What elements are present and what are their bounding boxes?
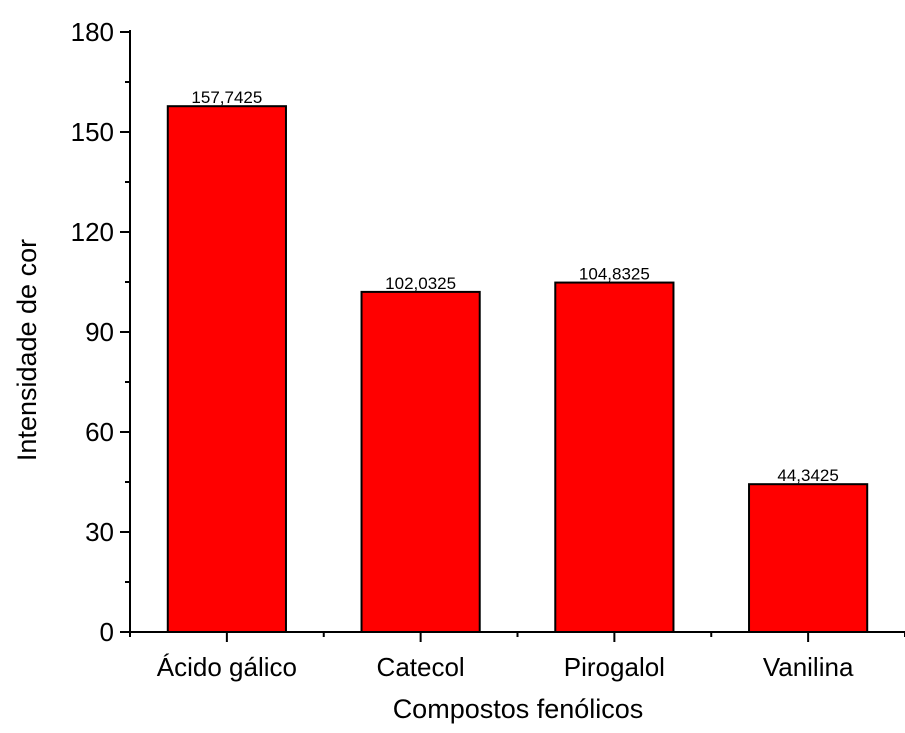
bar-3	[748, 483, 869, 633]
y-axis-title: Intensidade de cor	[12, 239, 42, 461]
y-tick-label-0: 0	[100, 617, 114, 647]
x-axis-ticks: Ácido gálico Catecol Pirogalol Vanilina	[129, 632, 905, 682]
bar-0	[166, 105, 287, 633]
y-tick-label-4: 120	[71, 217, 114, 247]
y-tick-label-5: 150	[71, 117, 114, 147]
bar-1	[360, 290, 481, 633]
x-tick-label-3: Vanilina	[763, 652, 854, 682]
y-axis-ticks: 0 30 60 90 120 150 180	[71, 17, 130, 647]
y-tick-label-3: 90	[85, 317, 114, 347]
y-tick-label-6: 180	[71, 17, 114, 47]
x-axis-title: Compostos fenólicos	[393, 694, 644, 724]
data-label-1: 102,0325	[385, 274, 456, 293]
x-tick-label-0: Ácido gálico	[157, 652, 297, 682]
x-tick-label-2: Pirogalol	[564, 652, 665, 682]
x-tick-label-1: Catecol	[377, 652, 465, 682]
bar-2	[554, 281, 675, 633]
bars-group	[166, 105, 869, 633]
data-label-3: 44,3425	[777, 466, 838, 485]
data-label-0: 157,7425	[191, 88, 262, 107]
y-tick-label-2: 60	[85, 417, 114, 447]
y-tick-label-1: 30	[85, 517, 114, 547]
data-labels-group: 157,7425 102,0325 104,8325 44,3425	[191, 88, 838, 485]
data-label-2: 104,8325	[579, 265, 650, 284]
